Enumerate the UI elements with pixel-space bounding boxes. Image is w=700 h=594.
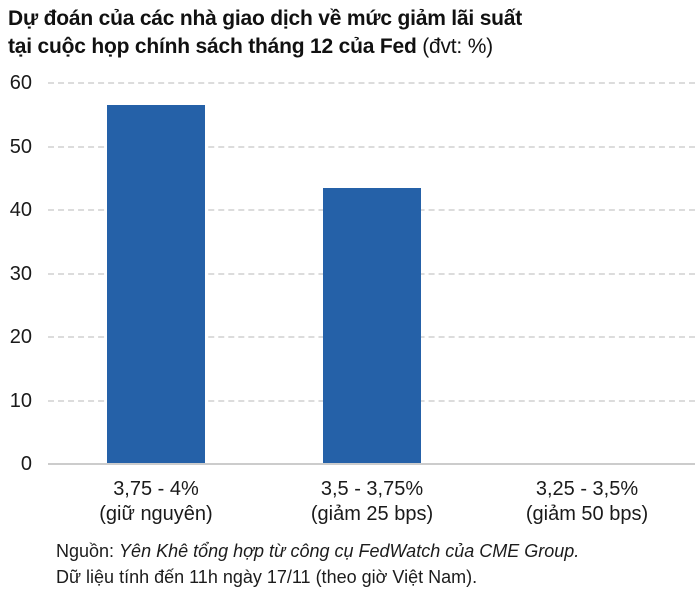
y-axis-tick-label: 30 — [9, 262, 32, 285]
data-note: Dữ liệu tính đến 11h ngày 17/11 (theo gi… — [56, 567, 478, 587]
y-axis-tick-label: 60 — [9, 72, 32, 94]
y-axis-tick-label: 20 — [9, 326, 32, 348]
x-axis-category-label-line: (giảm 50 bps) — [525, 503, 649, 525]
x-axis-category-label-line: 3,25 - 3,5% — [535, 478, 639, 500]
chart-title-line-2-bold: tại cuộc họp chính sách tháng 12 của Fed — [8, 35, 417, 58]
y-gridline — [48, 82, 695, 84]
y-axis-tick-label: 40 — [9, 199, 32, 221]
unit-note: (đvt: %) — [416, 35, 493, 58]
x-axis-category-label-line: (giảm 25 bps) — [310, 503, 434, 525]
x-axis-category-label-line: (giữ nguyên) — [99, 503, 213, 525]
source-note: Nguồn: Yên Khê tổng hợp từ công cụ FedWa… — [56, 538, 579, 564]
chart-title-line-1: Dự đoán của các nhà giao dịch về mức giả… — [8, 7, 523, 30]
source-text: Yên Khê tổng hợp từ công cụ FedWatch của… — [119, 541, 580, 561]
x-axis-category-label-line: 3,5 - 3,75% — [320, 478, 424, 500]
y-axis-tick-label: 50 — [9, 135, 32, 158]
footer: Nguồn: Yên Khê tổng hợp từ công cụ FedWa… — [56, 538, 579, 590]
x-axis-category-label: 3,5 - 3,75% (giảm 25 bps) — [257, 477, 487, 527]
x-axis-category-label: 3,25 - 3,5% (giảm 50 bps) — [472, 477, 700, 527]
x-axis-category-label-line: 3,75 - 4% — [113, 478, 199, 500]
bar-category-1 — [107, 105, 205, 463]
y-axis-tick-label: 0 — [20, 453, 32, 475]
y-gridline — [48, 145, 695, 148]
bar-category-2 — [323, 188, 421, 463]
y-axis-tick-label: 10 — [9, 389, 32, 412]
x-axis-category-label: 3,75 - 4% (giữ nguyên) — [41, 477, 271, 527]
x-axis-line — [48, 463, 695, 465]
chart-title-line-2: tại cuộc họp chính sách tháng 12 của Fed… — [8, 33, 522, 61]
source-label: Nguồn: — [56, 541, 120, 561]
page-title: Dự đoán của các nhà giao dịch về mức giả… — [8, 5, 522, 61]
